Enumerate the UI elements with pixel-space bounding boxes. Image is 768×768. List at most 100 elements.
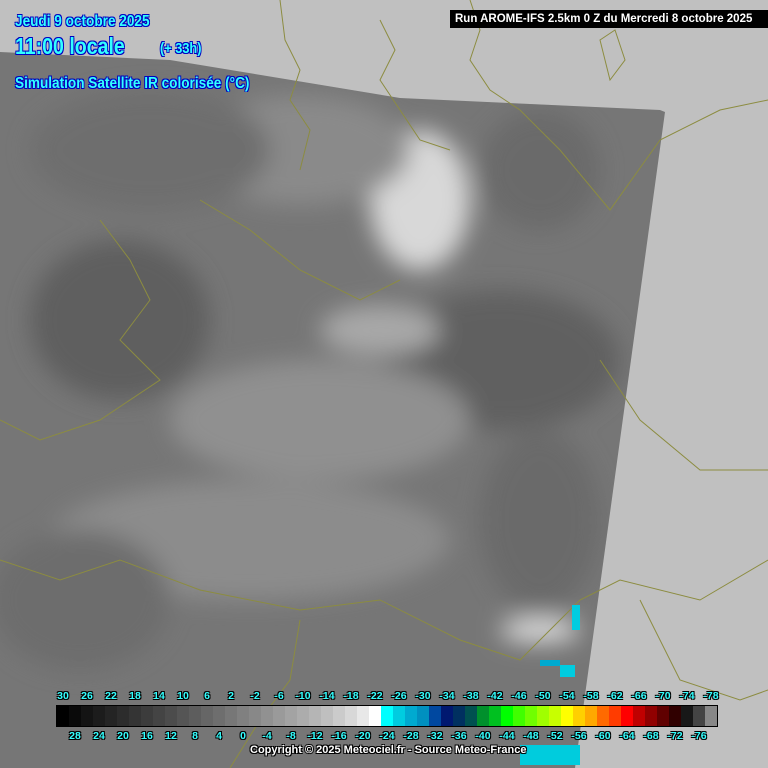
color-scale-label: -12 (307, 730, 323, 742)
color-scale-label: 26 (81, 690, 93, 702)
color-scale-cell (609, 706, 621, 726)
color-scale-label: -48 (523, 730, 539, 742)
forecast-date: Jeudi 9 octobre 2025 (15, 13, 150, 30)
color-scale-label: 20 (117, 730, 129, 742)
color-scale-label: -26 (391, 690, 407, 702)
color-scale-cell (405, 706, 417, 726)
color-scale-cell (105, 706, 117, 726)
color-scale-label: 18 (129, 690, 141, 702)
color-scale-cell (297, 706, 309, 726)
color-scale-cell (597, 706, 609, 726)
color-scale-label: -6 (274, 690, 284, 702)
color-scale-label: -60 (595, 730, 611, 742)
color-scale-cell (309, 706, 321, 726)
color-scale-cell (225, 706, 237, 726)
color-scale-label: -8 (286, 730, 296, 742)
color-scale-cell (489, 706, 501, 726)
color-scale-label: 24 (93, 730, 105, 742)
color-scale-cell (705, 706, 717, 726)
color-scale-cell (261, 706, 273, 726)
copyright: Copyright © 2025 Meteociel.fr - Source M… (250, 744, 527, 756)
color-scale-label: -36 (451, 730, 467, 742)
color-scale-cell (645, 706, 657, 726)
color-scale-label: -76 (691, 730, 707, 742)
color-scale-cell (501, 706, 513, 726)
color-scale-label: -56 (571, 730, 587, 742)
color-scale-label: -78 (703, 690, 719, 702)
color-scale-label: 2 (228, 690, 234, 702)
color-scale-cell (585, 706, 597, 726)
color-scale-label: -18 (343, 690, 359, 702)
color-scale-cell (81, 706, 93, 726)
product-title: Simulation Satellite IR colorisée (°C) (15, 75, 250, 92)
color-scale-label: 14 (153, 690, 165, 702)
color-scale-label: -64 (619, 730, 635, 742)
color-scale-cell (321, 706, 333, 726)
color-scale-label: -46 (511, 690, 527, 702)
color-scale-label: -14 (319, 690, 335, 702)
color-scale-label: -28 (403, 730, 419, 742)
color-scale-label: -32 (427, 730, 443, 742)
color-scale-label: -70 (655, 690, 671, 702)
color-scale-label: -30 (415, 690, 431, 702)
color-scale-cell (237, 706, 249, 726)
color-scale-label: -44 (499, 730, 515, 742)
color-scale-cell (441, 706, 453, 726)
color-scale-cell (477, 706, 489, 726)
color-scale-cell (93, 706, 105, 726)
color-scale-cell (669, 706, 681, 726)
color-scale-label: -10 (295, 690, 311, 702)
color-scale-label: 6 (204, 690, 210, 702)
color-scale-label: -22 (367, 690, 383, 702)
color-scale-cell (369, 706, 381, 726)
color-scale-cell (465, 706, 477, 726)
color-scale-label: -38 (463, 690, 479, 702)
color-scale-cell (141, 706, 153, 726)
color-scale-cell (381, 706, 393, 726)
color-scale-label: -16 (331, 730, 347, 742)
color-scale-label: 10 (177, 690, 189, 702)
color-scale-label: -40 (475, 730, 491, 742)
forecast-time: 11:00 locale (15, 33, 125, 59)
color-scale-label: -4 (262, 730, 272, 742)
color-scale-cell (357, 706, 369, 726)
color-scale-cell (537, 706, 549, 726)
color-scale-label: 16 (141, 730, 153, 742)
color-scale-cell (249, 706, 261, 726)
color-scale-cell (189, 706, 201, 726)
color-scale-cell (621, 706, 633, 726)
color-scale-cell (657, 706, 669, 726)
color-scale-cell (333, 706, 345, 726)
lead-time: (+ 33h) (160, 40, 202, 57)
color-scale-cell (57, 706, 69, 726)
model-run-label: Run AROME-IFS 2.5km 0 Z du Mercredi 8 oc… (450, 10, 768, 28)
color-scale-cell (153, 706, 165, 726)
color-scale-label: 12 (165, 730, 177, 742)
color-scale-cell (345, 706, 357, 726)
color-scale-cell (573, 706, 585, 726)
color-scale-cell (117, 706, 129, 726)
color-scale-label: -68 (643, 730, 659, 742)
color-scale-label: -54 (559, 690, 575, 702)
color-scale-cell (69, 706, 81, 726)
color-scale-label: -52 (547, 730, 563, 742)
color-scale-cell (633, 706, 645, 726)
color-scale-cell (549, 706, 561, 726)
color-scale-cell (513, 706, 525, 726)
color-scale-label: -62 (607, 690, 623, 702)
color-scale-cell (165, 706, 177, 726)
color-scale-cell (393, 706, 405, 726)
color-scale-cell (273, 706, 285, 726)
color-scale-label: -50 (535, 690, 551, 702)
color-scale-label: -42 (487, 690, 503, 702)
color-scale-label: -34 (439, 690, 455, 702)
color-scale-label: 0 (240, 730, 246, 742)
color-scale-label: 8 (192, 730, 198, 742)
color-scale-cell (681, 706, 693, 726)
color-scale-cell (693, 706, 705, 726)
color-scale-label: -72 (667, 730, 683, 742)
color-scale-cell (213, 706, 225, 726)
